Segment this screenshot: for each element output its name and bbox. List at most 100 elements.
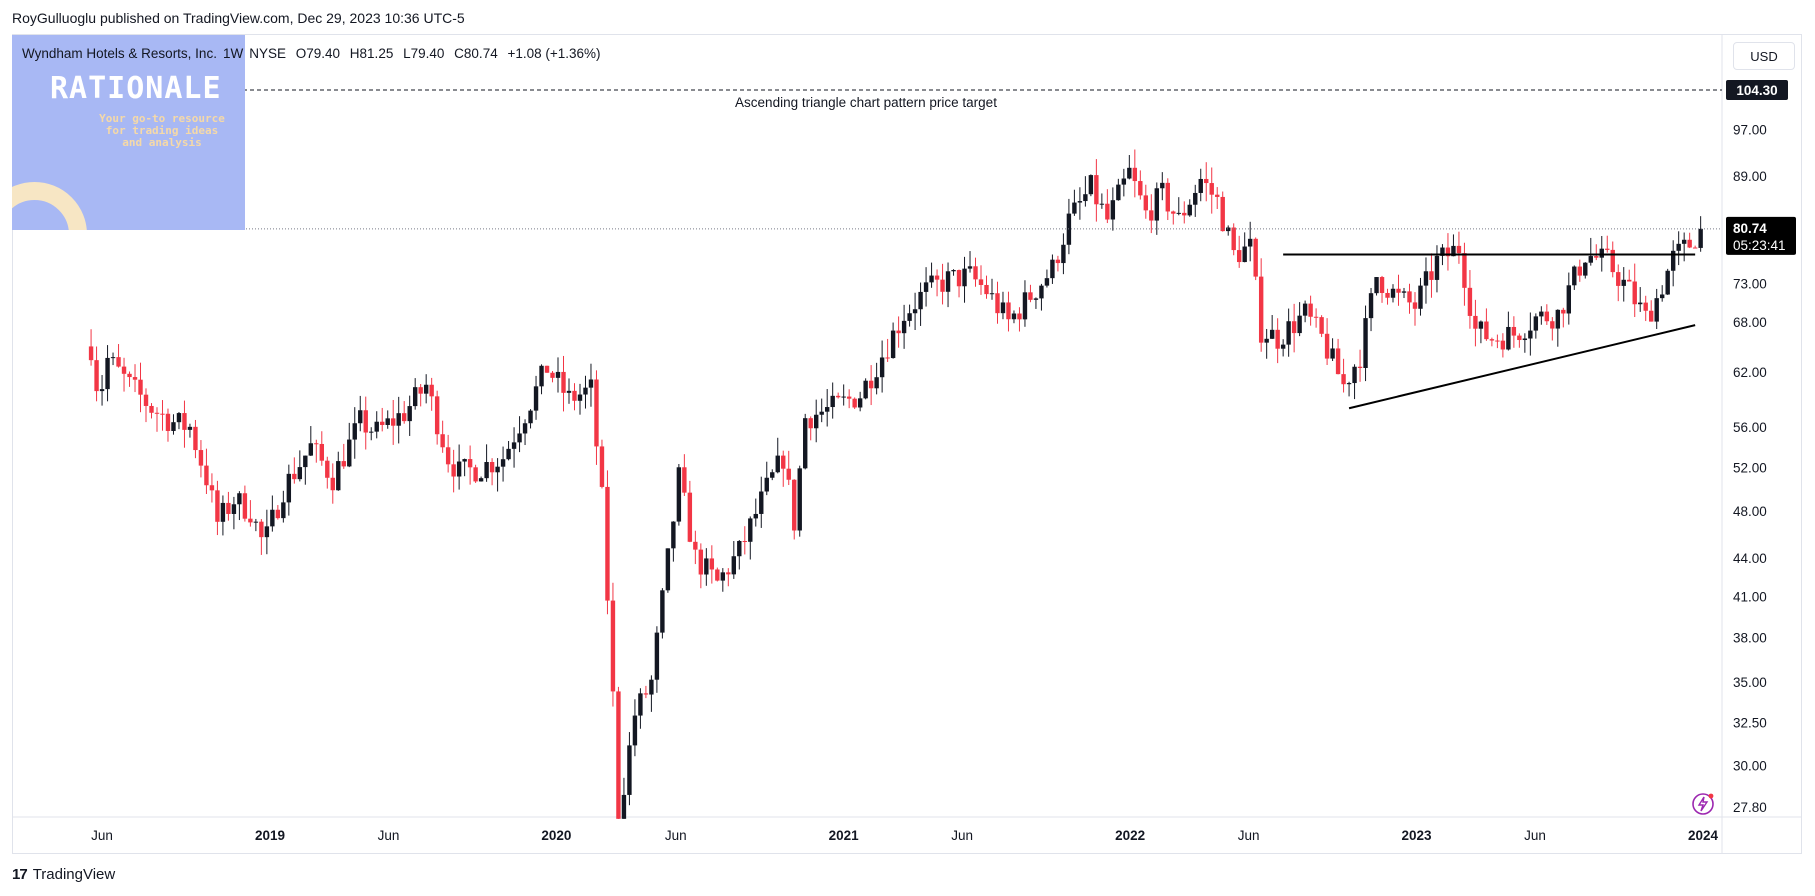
candle-body	[1236, 250, 1242, 263]
candle-body	[1621, 279, 1626, 286]
candle-body	[989, 293, 995, 295]
legend-change: +1.08 (+1.36%)	[507, 46, 601, 61]
candle	[1357, 349, 1363, 382]
candle-body	[1456, 245, 1462, 254]
candle-body	[484, 462, 489, 479]
candle-body	[720, 572, 726, 581]
candle-body	[1231, 227, 1236, 251]
candle-body	[1258, 276, 1264, 343]
candle	[665, 548, 671, 593]
candle-body	[242, 493, 248, 519]
candle	[1231, 223, 1236, 256]
candle-body	[923, 282, 929, 292]
price-tick-label: 97.00	[1733, 122, 1767, 137]
candle-body	[160, 413, 165, 415]
candle-body	[621, 794, 627, 819]
candle-body	[154, 412, 160, 414]
candle	[1643, 295, 1648, 322]
time-tick-label: 2022	[1115, 828, 1145, 843]
candle-body	[330, 477, 335, 491]
candle	[588, 363, 594, 407]
candle	[1670, 240, 1676, 287]
candle	[1215, 187, 1220, 210]
candle	[555, 357, 561, 393]
candle	[511, 427, 517, 468]
candle	[1017, 307, 1022, 332]
candle-body	[1319, 317, 1324, 334]
candle	[901, 304, 907, 349]
candle	[489, 458, 495, 486]
candle-body	[1193, 192, 1198, 205]
candle-body	[165, 413, 171, 431]
candle-body	[857, 398, 863, 408]
candle-body	[819, 411, 824, 415]
candle-body	[292, 473, 297, 480]
candle	[1022, 280, 1028, 327]
candle	[94, 346, 99, 402]
candle-body	[281, 502, 286, 519]
candle-body	[1143, 195, 1149, 211]
candle	[171, 414, 176, 435]
candle-body	[407, 406, 412, 422]
candle	[907, 304, 912, 327]
candle-body	[1478, 321, 1484, 329]
candle-body	[1176, 212, 1181, 214]
candle-body	[1291, 321, 1297, 334]
candle	[934, 269, 940, 297]
candle	[967, 251, 973, 273]
candle-body	[912, 309, 918, 314]
chart-frame[interactable]	[12, 34, 1802, 854]
candle-body	[1566, 285, 1572, 314]
candle	[341, 443, 346, 469]
candle	[440, 420, 445, 453]
candle	[429, 377, 434, 411]
candle	[583, 375, 588, 409]
candle	[1050, 254, 1055, 284]
candle	[303, 455, 308, 485]
candle	[308, 426, 314, 457]
candle	[841, 384, 846, 406]
candle-body	[682, 467, 687, 493]
candle-body	[495, 466, 500, 473]
tradingview-footer[interactable]: 17 TradingView	[12, 866, 115, 883]
candle	[110, 352, 116, 366]
candle-body	[1363, 318, 1368, 368]
candle	[154, 407, 160, 432]
candle-body	[698, 549, 704, 575]
candle	[682, 454, 687, 496]
candle-body	[577, 394, 583, 401]
candle-body	[1050, 259, 1055, 279]
candle-body	[341, 461, 346, 467]
candle-body	[314, 443, 319, 445]
time-tick-label: 2023	[1402, 828, 1433, 843]
candle	[286, 464, 292, 516]
currency-button[interactable]: USD	[1733, 42, 1795, 70]
candle	[1577, 259, 1582, 282]
candle-body	[748, 518, 753, 542]
candle	[506, 441, 511, 461]
candle	[951, 269, 956, 276]
candle	[528, 409, 533, 429]
candle-body	[835, 395, 841, 398]
candle-body	[374, 421, 379, 432]
candle-body	[1506, 326, 1511, 350]
candle	[1006, 291, 1011, 332]
candle	[1033, 297, 1039, 309]
candle	[835, 392, 841, 399]
lightning-icon[interactable]	[1689, 790, 1717, 818]
candle	[885, 338, 890, 362]
price-tick-label: 48.00	[1733, 504, 1767, 519]
candle-body	[1006, 302, 1011, 320]
candle	[336, 451, 341, 491]
candle-body	[687, 492, 693, 542]
candle-body	[1412, 302, 1418, 309]
candle	[1429, 253, 1434, 298]
candle	[500, 446, 506, 482]
published-header: RoyGulluoglu published on TradingView.co…	[12, 10, 465, 26]
candle	[484, 444, 489, 482]
candle	[1396, 274, 1401, 306]
candle-body	[660, 590, 665, 633]
candle	[1572, 265, 1577, 290]
candle	[1374, 277, 1379, 296]
